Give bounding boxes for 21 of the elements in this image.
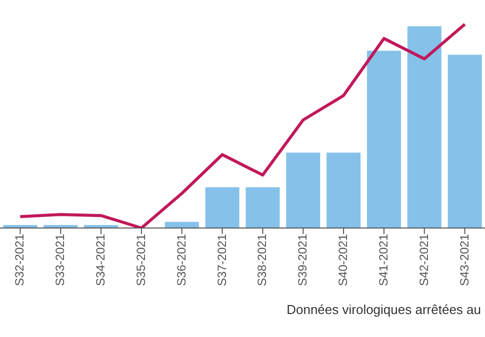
x-tick-label: S38-2021 bbox=[255, 234, 270, 286]
x-tick-label: S37-2021 bbox=[214, 234, 229, 286]
x-tick-label: S40-2021 bbox=[336, 234, 350, 286]
x-tick-label: S42-2021 bbox=[416, 234, 431, 286]
bar bbox=[366, 50, 401, 228]
bar bbox=[448, 54, 482, 228]
bar bbox=[205, 187, 240, 228]
text: Données virologiques arrêtées au bbox=[286, 302, 481, 317]
x-tick-label: S32-2021 bbox=[12, 234, 27, 286]
x-tick-label: S35-2021 bbox=[134, 234, 148, 286]
x-tick-label: S41-2021 bbox=[376, 234, 390, 286]
x-tick-label: S34-2021 bbox=[94, 234, 108, 286]
bar bbox=[286, 152, 320, 228]
bar bbox=[164, 222, 199, 228]
bar bbox=[246, 187, 280, 228]
x-tick-label: S36-2021 bbox=[174, 234, 188, 286]
bar bbox=[326, 152, 361, 228]
x-tick-label: S33-2021 bbox=[53, 234, 68, 286]
x-tick-label: S43-2021 bbox=[457, 234, 472, 286]
x-tick-label: S39-2021 bbox=[296, 234, 310, 286]
bar bbox=[407, 26, 442, 228]
